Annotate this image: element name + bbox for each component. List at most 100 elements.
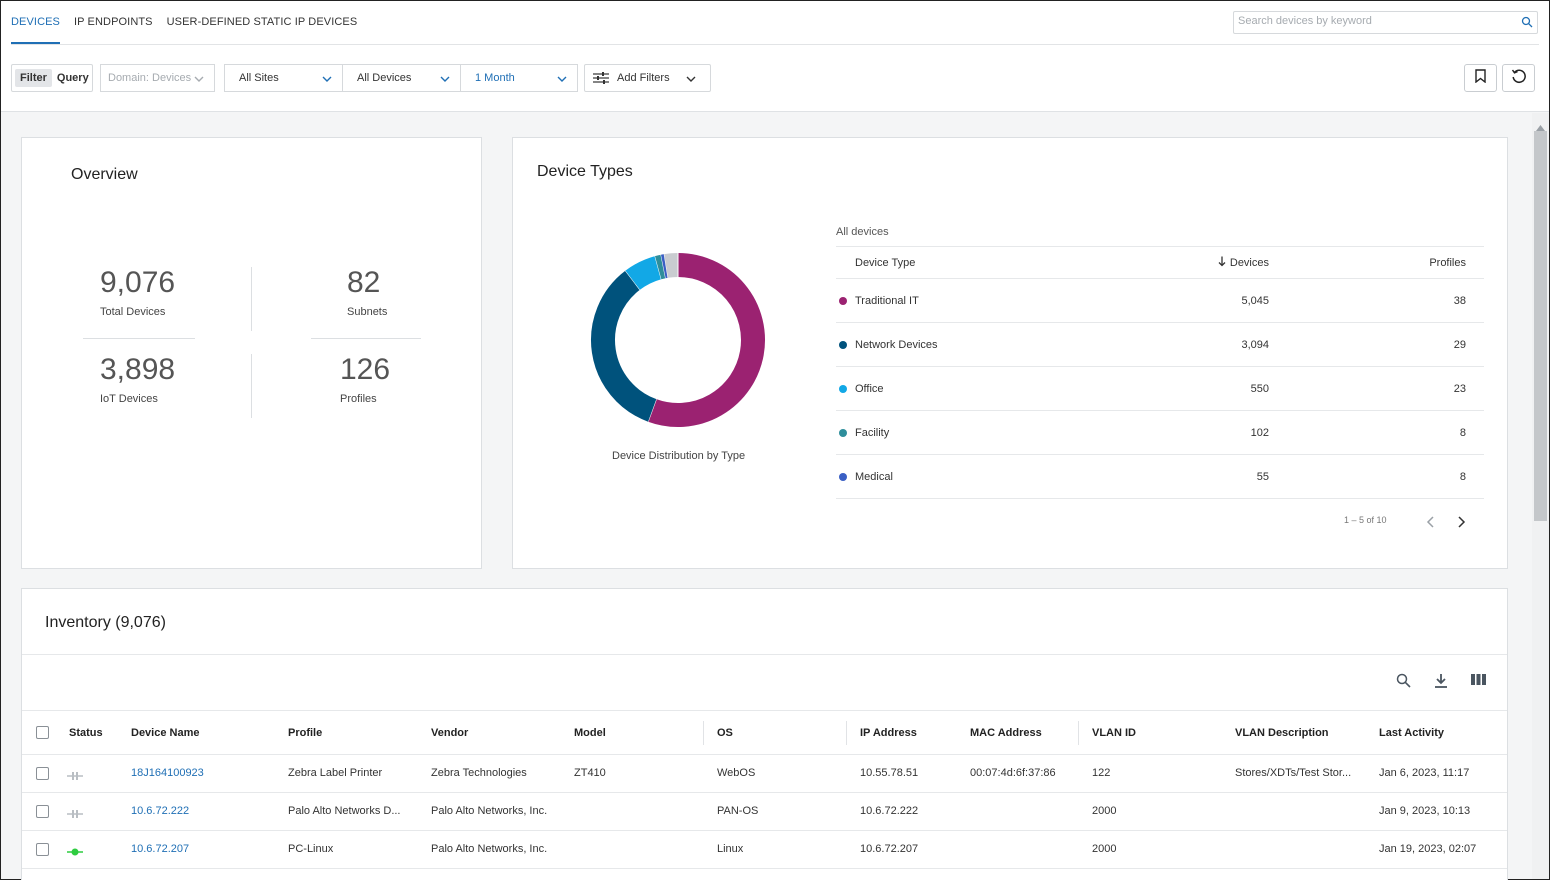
iot-devices-value: 3,898 xyxy=(100,353,176,386)
col-vendor[interactable]: Vendor xyxy=(431,727,469,739)
profiles-value: 126 xyxy=(340,353,391,386)
profile-count: 29 xyxy=(1453,338,1466,351)
top-bar: DEVICES IP ENDPOINTS USER-DEFINED STATIC… xyxy=(1,1,1549,111)
table-row[interactable]: Facility 102 8 xyxy=(836,411,1484,455)
table-row[interactable]: Medical 55 8 xyxy=(836,455,1484,499)
last-activity-cell: Jan 6, 2023, 11:17 xyxy=(1379,767,1470,779)
inventory-rows: 18J164100923 Zebra Label Printer Zebra Tec… xyxy=(22,755,1507,869)
domain-dropdown[interactable]: Domain: Devices xyxy=(100,64,215,92)
query-toggle[interactable]: Query xyxy=(56,72,89,84)
col-ip-address[interactable]: IP Address xyxy=(860,727,917,739)
legend-dot xyxy=(839,296,847,305)
col-vlan-description[interactable]: VLAN Description xyxy=(1235,727,1329,739)
vlan-description-cell: Stores/XDTs/Test Stor... xyxy=(1235,767,1352,779)
download-icon[interactable] xyxy=(1434,673,1448,693)
table-row[interactable]: Office 550 23 xyxy=(836,367,1484,411)
search-input[interactable] xyxy=(1238,15,1508,27)
col-devices-label: Devices xyxy=(1229,256,1269,269)
profiles-label: Profiles xyxy=(340,393,377,405)
table-row[interactable]: Network Devices 3,094 29 xyxy=(836,323,1484,367)
device-name-link[interactable]: 10.6.72.222 xyxy=(131,805,190,817)
reset-button[interactable] xyxy=(1502,64,1535,92)
profile-count: 23 xyxy=(1453,382,1466,395)
col-os[interactable]: OS xyxy=(717,727,733,739)
column-separator[interactable] xyxy=(703,721,704,745)
col-profile[interactable]: Profile xyxy=(288,727,323,739)
table-row[interactable]: 10.6.72.207 PC-Linux Palo Alto Networks, I… xyxy=(22,831,1507,869)
table-row[interactable]: Traditional IT 5,045 38 xyxy=(836,279,1484,323)
table-row[interactable]: 18J164100923 Zebra Label Printer Zebra Tec… xyxy=(22,755,1507,793)
donut-slice-traditional-it[interactable] xyxy=(648,253,765,427)
select-all-checkbox[interactable] xyxy=(36,726,49,739)
search-box xyxy=(1233,11,1538,34)
column-separator[interactable] xyxy=(846,721,847,745)
profile-count: 38 xyxy=(1453,294,1466,307)
chevron-left-icon[interactable] xyxy=(1426,515,1434,533)
col-mac-address[interactable]: MAC Address xyxy=(970,727,1042,739)
os-cell: WebOS xyxy=(717,767,756,779)
device-count: 55 xyxy=(1256,470,1269,483)
donut-slice-office[interactable] xyxy=(625,256,662,291)
tab-ip-endpoints[interactable]: IP ENDPOINTS xyxy=(74,16,153,28)
total-devices-label: Total Devices xyxy=(100,306,166,318)
scrollbar-thumb[interactable] xyxy=(1534,131,1547,521)
header-divider xyxy=(1,111,1549,112)
col-device-type[interactable]: Device Type xyxy=(855,256,916,269)
devices-dropdown[interactable]: All Devices xyxy=(342,64,461,92)
sort-down-icon xyxy=(1218,256,1226,269)
donut-slice-network-devices[interactable] xyxy=(591,270,657,422)
col-status[interactable]: Status xyxy=(69,727,103,739)
domain-dropdown-label: Domain: Devices xyxy=(108,72,192,84)
row-checkbox[interactable] xyxy=(36,805,49,818)
col-model[interactable]: Model xyxy=(574,727,606,739)
filter-toggle[interactable]: Filter xyxy=(15,69,52,87)
search-icon[interactable] xyxy=(1521,16,1533,31)
last-activity-cell: Jan 19, 2023, 02:07 xyxy=(1379,843,1477,855)
period-dropdown[interactable]: 1 Month xyxy=(460,64,578,92)
device-type-name: Traditional IT xyxy=(855,294,919,307)
last-activity-cell: Jan 9, 2023, 10:13 xyxy=(1379,805,1471,817)
vendor-cell: Palo Alto Networks, Inc. xyxy=(431,805,548,817)
legend-dot xyxy=(839,384,847,393)
overview-title: Overview xyxy=(71,166,138,183)
tab-strip: DEVICES IP ENDPOINTS USER-DEFINED STATIC… xyxy=(11,1,371,45)
device-name-link[interactable]: 10.6.72.207 xyxy=(131,843,190,855)
profile-count: 8 xyxy=(1459,426,1466,439)
overview-divider xyxy=(251,354,252,418)
status-online-icon xyxy=(67,844,83,862)
sliders-icon xyxy=(593,72,609,84)
sites-dropdown[interactable]: All Sites xyxy=(224,64,343,92)
col-device-name[interactable]: Device Name xyxy=(131,727,200,739)
tab-devices[interactable]: DEVICES xyxy=(11,1,60,45)
col-vlan-id[interactable]: VLAN ID xyxy=(1092,727,1136,739)
donut-slice-other[interactable] xyxy=(664,253,679,278)
col-last-activity[interactable]: Last Activity xyxy=(1379,727,1445,739)
sites-dropdown-label: All Sites xyxy=(239,72,279,84)
add-filters-button[interactable]: Add Filters xyxy=(584,64,711,92)
col-devices[interactable]: Devices xyxy=(1218,256,1269,269)
subnets-label: Subnets xyxy=(347,306,388,318)
row-checkbox[interactable] xyxy=(36,843,49,856)
status-offline-icon xyxy=(67,768,83,786)
reset-icon xyxy=(1511,68,1527,89)
overview-divider xyxy=(251,267,252,331)
chevron-right-icon[interactable] xyxy=(1458,515,1466,533)
column-separator[interactable] xyxy=(1078,721,1079,745)
search-icon[interactable] xyxy=(1396,673,1411,693)
page-scrollbar[interactable] xyxy=(1532,113,1549,879)
table-header: Status Device Name Profile Vendor Model … xyxy=(22,710,1507,755)
col-profiles[interactable]: Profiles xyxy=(1429,256,1466,269)
chart-caption: Device Distribution by Type xyxy=(612,450,746,462)
device-types-subtitle: All devices xyxy=(836,226,889,238)
columns-icon[interactable] xyxy=(1471,673,1486,691)
row-checkbox[interactable] xyxy=(36,767,49,780)
device-count: 102 xyxy=(1250,426,1269,439)
tab-static-ip-devices[interactable]: USER-DEFINED STATIC IP DEVICES xyxy=(166,16,358,28)
device-name-link[interactable]: 18J164100923 xyxy=(131,767,204,779)
legend-dot xyxy=(839,472,847,481)
donut-slice-facility[interactable] xyxy=(654,254,666,280)
add-filters-label: Add Filters xyxy=(617,72,670,84)
table-row[interactable]: 10.6.72.222 Palo Alto Networks D... Palo A… xyxy=(22,793,1507,831)
scroll-up-icon[interactable] xyxy=(1536,118,1545,136)
bookmark-button[interactable] xyxy=(1464,64,1497,92)
